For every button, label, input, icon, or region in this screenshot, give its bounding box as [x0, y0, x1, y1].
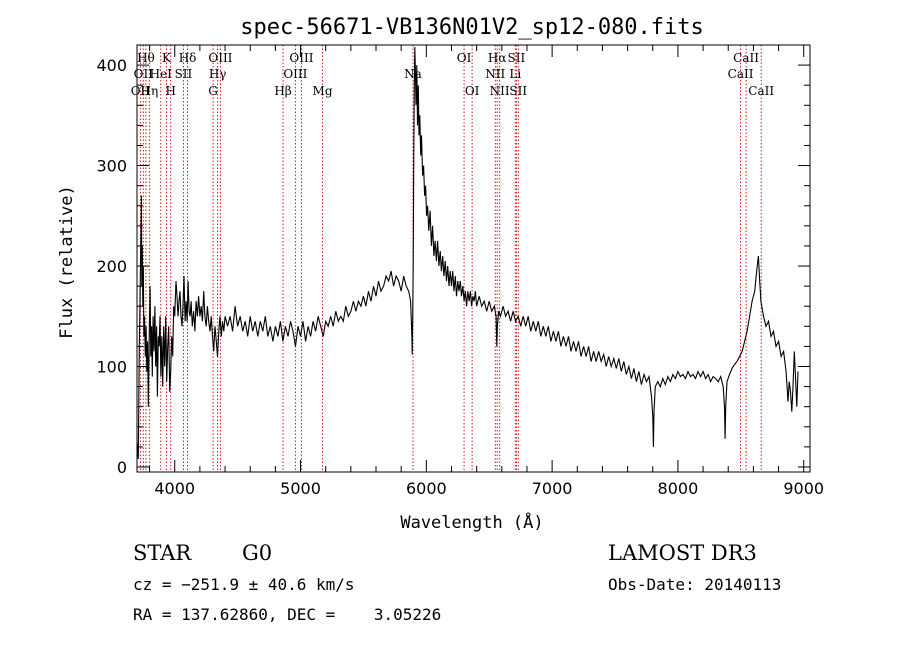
spectral-line-label: SII — [175, 67, 193, 81]
y-axis-label: Flux (relative) — [57, 185, 77, 339]
spectral-line-label: Hα — [488, 51, 507, 65]
spectral-line-label: OIII — [283, 67, 307, 81]
spectral-line-label: CaII — [728, 67, 754, 81]
chart-title: spec-56671-VB136N01V2_sp12-080.fits — [240, 15, 704, 40]
spectral-line-label: SII — [509, 84, 527, 98]
object-class: STAR — [133, 541, 192, 565]
x-axis-ticks: 4000 5000 6000 7000 8000 9000 — [149, 45, 824, 498]
spectral-line-label: NII — [490, 84, 510, 98]
y-tick-label: 0 — [117, 458, 127, 477]
y-tick-label: 100 — [96, 358, 127, 377]
plot-area: 4000 5000 6000 7000 8000 9000 0 100 200 300 400 — [96, 44, 824, 498]
spectral-line-label: OIII — [289, 51, 313, 65]
y-tick-label: 200 — [96, 257, 127, 276]
x-tick-label: 4000 — [154, 479, 195, 498]
spectral-line-label: K — [162, 51, 172, 65]
redshift-cz: cz = −251.9 ± 40.6 km/s — [133, 575, 355, 594]
spectral-line-label: CaII — [748, 84, 774, 98]
x-axis-label: Wavelength (Å) — [400, 511, 543, 533]
spectral-line-label: Hη — [140, 84, 158, 98]
spectral-line-label: Li — [509, 67, 521, 81]
spectral-line-label: G — [208, 84, 218, 98]
spectral-line-label: Na — [404, 67, 422, 81]
spectral-line-label: H — [165, 84, 175, 98]
spectral-line-label: Hδ — [179, 51, 197, 65]
survey-name: LAMOST DR3 — [608, 541, 757, 565]
observation-date: Obs-Date: 20140113 — [608, 575, 781, 594]
x-tick-label: 7000 — [532, 479, 573, 498]
spectral-line-label: OI — [457, 51, 472, 65]
line-labels: OIIOIIHθHηHeIKHSIIHδGHγOIIIHβOIIIOIIIMgN… — [131, 51, 775, 98]
plot-frame — [136, 44, 811, 473]
spectral-line-label: OII — [131, 84, 151, 98]
spectral-line-label: SII — [508, 51, 526, 65]
sky-coordinates: RA = 137.62860, DEC = 3.05226 — [133, 605, 441, 624]
object-subclass: G0 — [242, 541, 272, 565]
line-markers — [139, 45, 762, 472]
spectral-line-label: NII — [485, 67, 505, 81]
spectral-line-label: OII — [134, 67, 154, 81]
spectral-line-label: OI — [465, 84, 480, 98]
y-tick-label: 400 — [96, 56, 127, 75]
spectral-line-label: Hγ — [209, 67, 227, 81]
spectral-line-label: Hθ — [137, 51, 155, 65]
x-tick-label: 6000 — [406, 479, 447, 498]
spectral-line-label: Hβ — [274, 84, 291, 98]
spectral-line-label: OIII — [208, 51, 232, 65]
y-tick-label: 300 — [96, 157, 127, 176]
spectrum-line — [136, 46, 799, 459]
x-tick-label: 8000 — [658, 479, 699, 498]
spectral-line-label: CaII — [733, 51, 759, 65]
spectral-line-label: HeI — [150, 67, 173, 81]
spectral-line-label: Mg — [313, 84, 333, 98]
x-tick-label: 5000 — [280, 479, 321, 498]
x-tick-label: 9000 — [783, 479, 824, 498]
y-axis-ticks: 0 100 200 300 400 — [96, 56, 810, 477]
